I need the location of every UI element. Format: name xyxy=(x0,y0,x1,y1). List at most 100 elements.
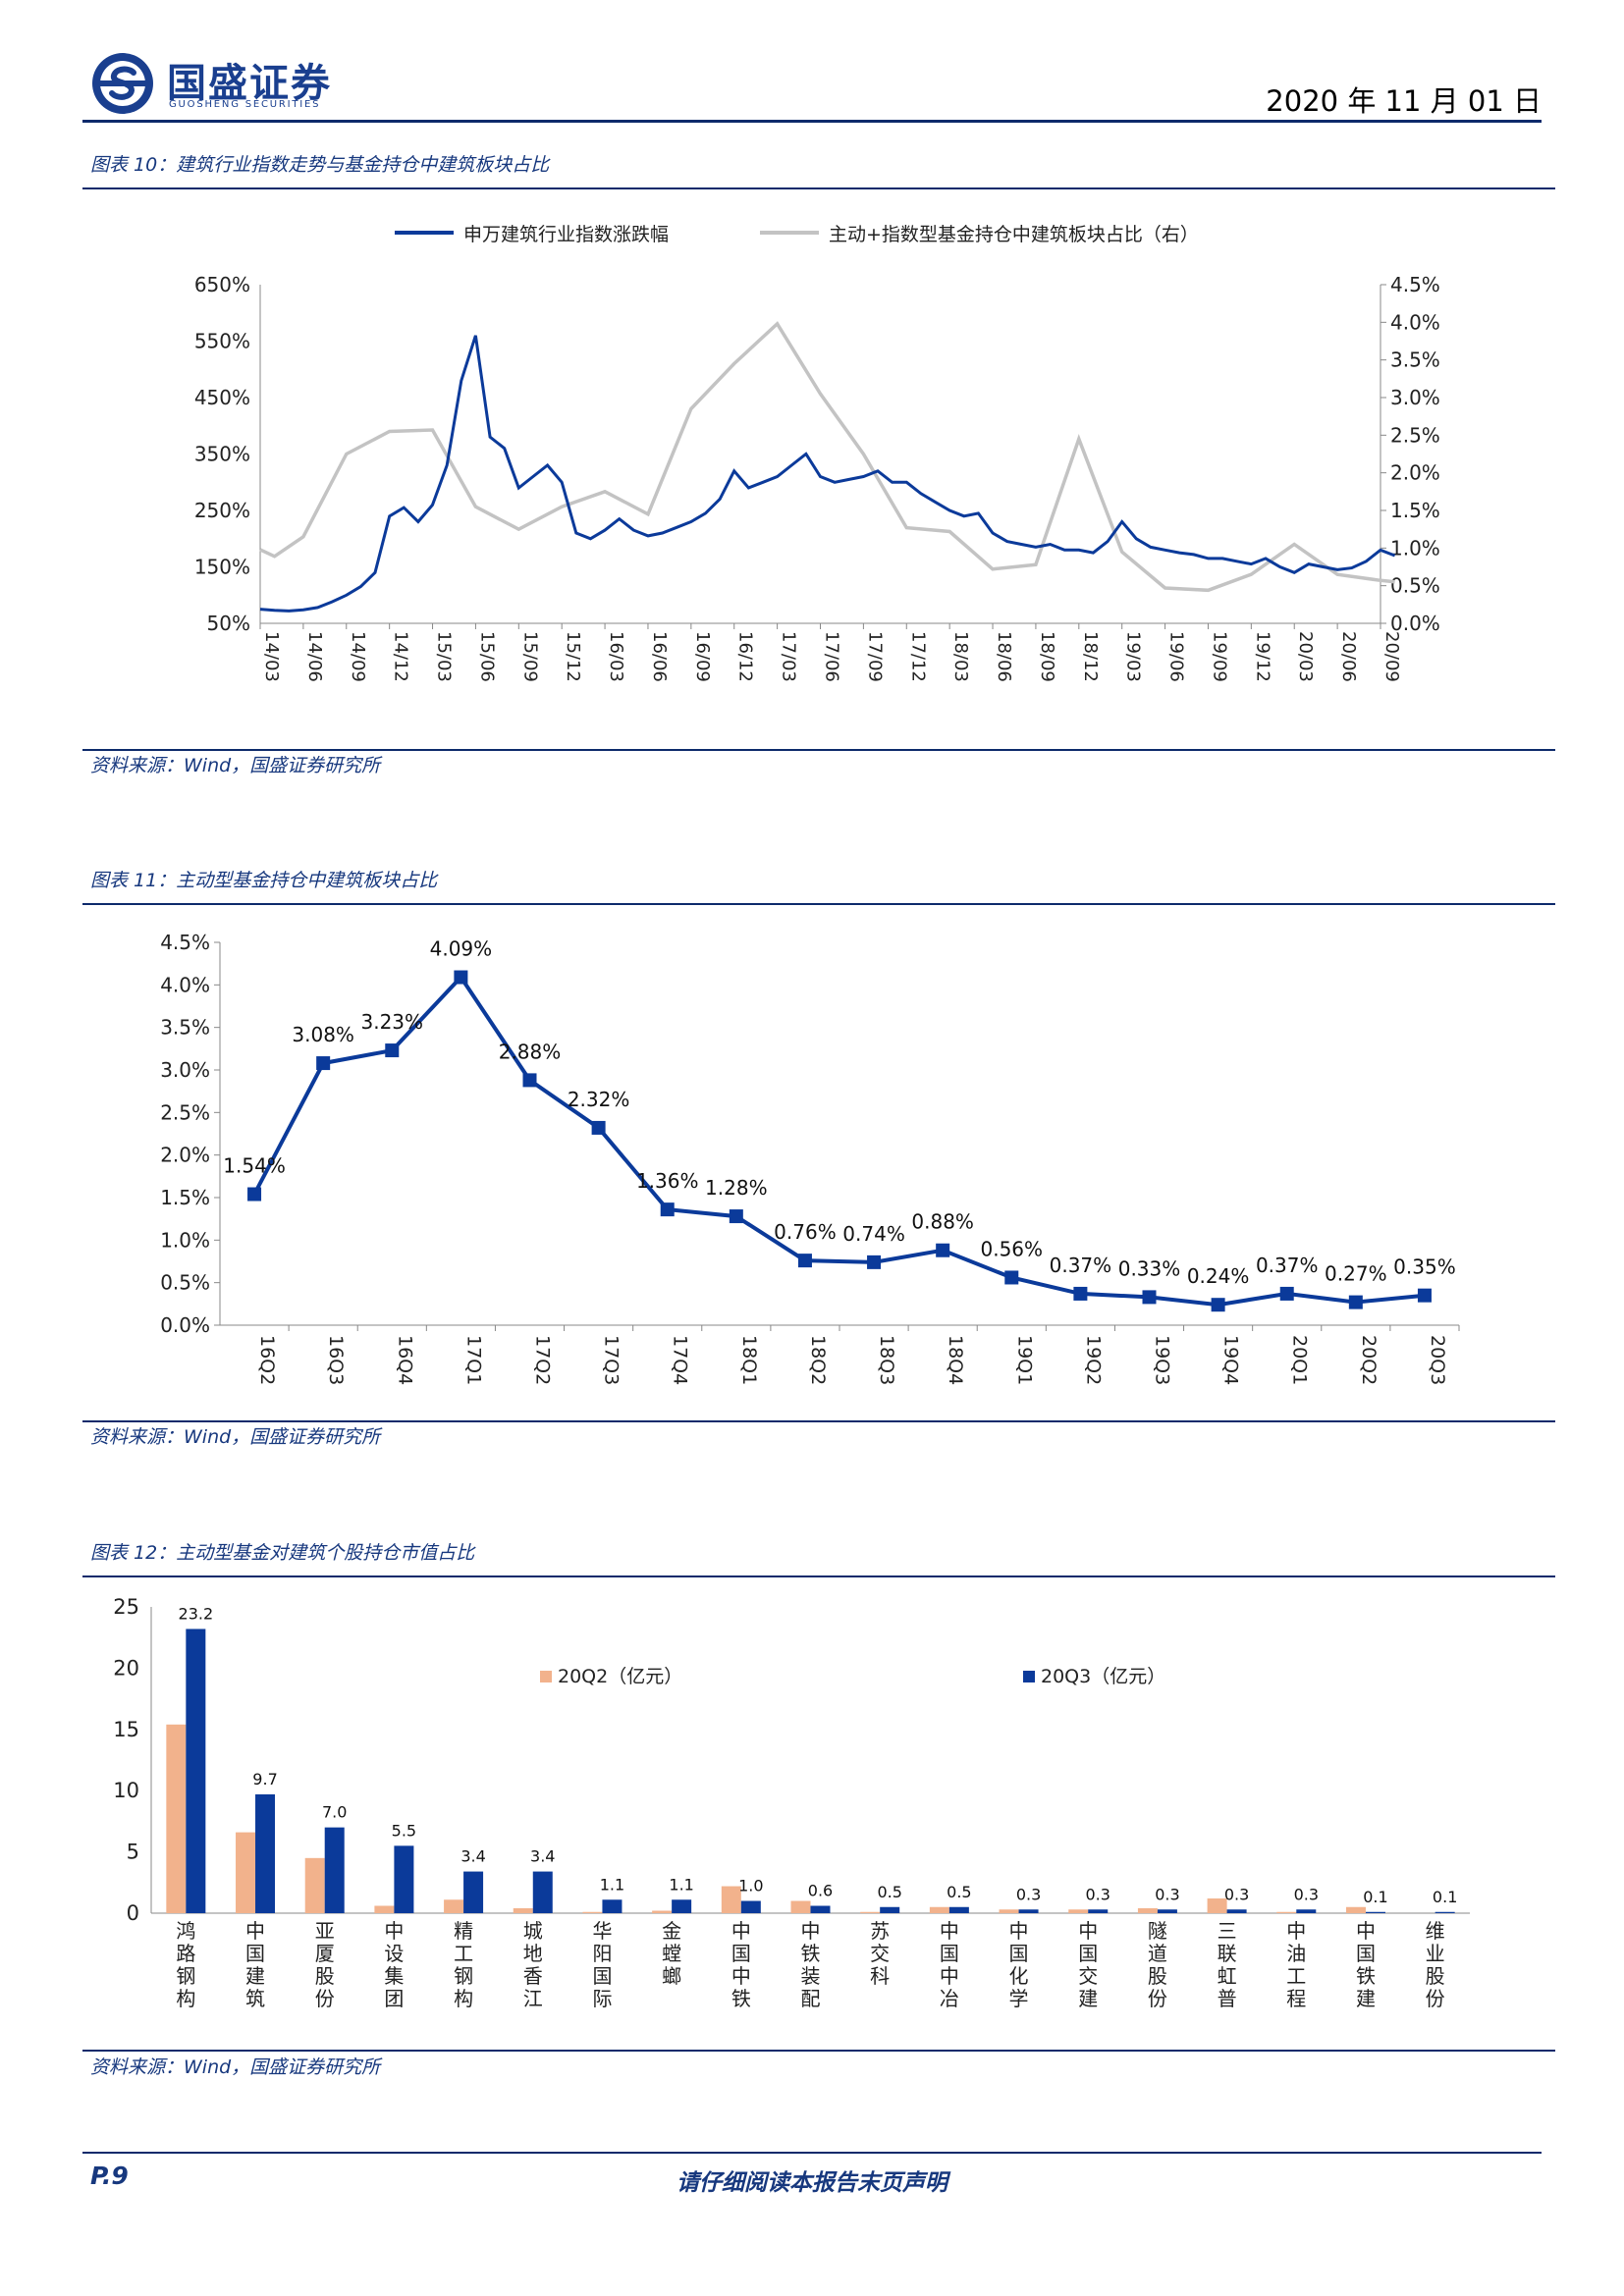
x-tick-label: 16Q4 xyxy=(394,1335,415,1385)
y-left-tick-label: 450% xyxy=(194,386,250,409)
bar-20q2 xyxy=(513,1908,533,1913)
bar-20q3 xyxy=(602,1899,623,1913)
x-tick-label: 17Q1 xyxy=(462,1335,484,1385)
data-label: 1.28% xyxy=(705,1176,768,1200)
data-point-marker xyxy=(867,1255,882,1269)
y-tick-label: 4.0% xyxy=(160,973,210,996)
x-tick-label: 17/09 xyxy=(864,631,885,682)
y-right-tick-label: 2.5% xyxy=(1390,423,1440,447)
data-label: 3.23% xyxy=(361,1010,424,1034)
bar-20q3 xyxy=(463,1871,484,1913)
legend-label-20q2: 20Q2（亿元） xyxy=(558,1666,682,1687)
y-tick-label: 3.5% xyxy=(160,1016,210,1040)
chart-stock-holdings: 0 5 10 15 20 25 20Q2（亿元） 20Q3（亿元） 23.2 鸿路钢构 9.7 中国建… xyxy=(113,1595,1470,2010)
bar-20q3 xyxy=(810,1905,831,1913)
y-right-tick-label: 3.0% xyxy=(1390,386,1440,409)
data-point-marker xyxy=(1142,1290,1157,1305)
data-label: 0.88% xyxy=(911,1210,974,1234)
bar-20q3 xyxy=(672,1899,692,1913)
bar-value-label: 0.6 xyxy=(808,1882,833,1900)
data-label: 0.27% xyxy=(1325,1262,1387,1286)
bar-value-label: 0.1 xyxy=(1363,1888,1387,1906)
x-tick-label: 16/03 xyxy=(606,631,626,682)
x-category-label: 中国铁建 xyxy=(1356,1919,1376,2010)
data-point-marker xyxy=(385,1043,400,1058)
bar-value-label: 3.4 xyxy=(460,1847,485,1866)
x-tick-label: 20/09 xyxy=(1381,631,1402,682)
chart-index-vs-fund-share: 申万建筑行业指数涨跌幅 主动+指数型基金持仓中建筑板块占比（右） 50% 150% 25… xyxy=(194,224,1440,682)
x-tick-label: 18/12 xyxy=(1080,631,1101,682)
data-point-marker xyxy=(936,1243,950,1257)
x-category-label: 中设集团 xyxy=(384,1919,404,2010)
bar-20q2 xyxy=(166,1724,187,1913)
bar-20q2 xyxy=(1137,1908,1158,1913)
data-point-marker xyxy=(247,1187,262,1201)
x-category-label: 中国中铁 xyxy=(731,1919,751,2010)
bar-value-label: 23.2 xyxy=(179,1604,214,1623)
y-right-tick-label: 1.5% xyxy=(1390,499,1440,522)
bar-20q2 xyxy=(929,1906,949,1913)
bar-value-label: 0.3 xyxy=(1086,1885,1110,1903)
y-right-tick-label: 3.5% xyxy=(1390,348,1440,372)
x-tick-label: 19Q2 xyxy=(1082,1335,1104,1385)
footer-rule xyxy=(82,2152,1542,2154)
bar-20q3 xyxy=(1226,1909,1247,1913)
x-tick-label: 16/09 xyxy=(692,631,713,682)
bar-20q3 xyxy=(532,1871,553,1913)
bar-value-label: 0.3 xyxy=(1016,1885,1041,1903)
x-tick-label: 16Q2 xyxy=(256,1335,278,1385)
x-category-label: 中国化学 xyxy=(1009,1919,1029,2010)
legend-swatch-20q2 xyxy=(540,1671,552,1682)
x-category-label: 中铁装配 xyxy=(801,1919,821,2010)
data-label: 3.08% xyxy=(292,1023,354,1046)
y-tick-label: 20 xyxy=(113,1656,139,1680)
header-rule xyxy=(82,120,1542,123)
data-label: 0.76% xyxy=(774,1220,837,1244)
y-right-tick-label: 4.0% xyxy=(1390,310,1440,334)
y-right-tick-label: 4.5% xyxy=(1390,273,1440,296)
x-category-label: 中国建筑 xyxy=(245,1919,265,2010)
x-tick-label: 19Q4 xyxy=(1220,1335,1242,1385)
x-category-label: 华阳国际 xyxy=(592,1919,612,2010)
bar-value-label: 7.0 xyxy=(322,1803,347,1822)
x-tick-label: 20Q3 xyxy=(1427,1335,1448,1385)
data-label: 1.54% xyxy=(223,1154,286,1178)
x-tick-label: 19Q1 xyxy=(1013,1335,1035,1385)
y-left-tick-label: 50% xyxy=(207,612,250,635)
data-point-marker xyxy=(591,1120,606,1135)
data-point-marker xyxy=(454,970,468,985)
data-point-marker xyxy=(522,1073,537,1088)
data-point-marker xyxy=(1004,1270,1019,1285)
bar-20q3 xyxy=(1296,1909,1317,1913)
data-label: 1.36% xyxy=(636,1169,699,1193)
y-left-tick-label: 350% xyxy=(194,443,250,466)
bar-value-label: 9.7 xyxy=(252,1770,277,1789)
x-tick-label: 19/09 xyxy=(1209,631,1229,682)
y-left-tick-label: 150% xyxy=(194,556,250,579)
y-tick-label: 1.5% xyxy=(160,1186,210,1209)
bar-20q2 xyxy=(721,1886,741,1913)
y-right-tick-label: 2.0% xyxy=(1390,461,1440,485)
legend-label-fund-share: 主动+指数型基金持仓中建筑板块占比（右） xyxy=(829,224,1199,245)
bar-20q3 xyxy=(740,1900,761,1913)
bar-value-label: 0.3 xyxy=(1155,1885,1179,1903)
report-date: 2020 年 11 月 01 日 xyxy=(1266,84,1542,118)
data-label: 0.74% xyxy=(842,1222,905,1246)
x-category-label: 中国中冶 xyxy=(940,1919,959,2010)
x-tick-label: 15/03 xyxy=(434,631,455,682)
y-right-tick-label: 1.0% xyxy=(1390,536,1440,560)
figure-12-title: 图表 12：主动型基金对建筑个股持仓市值占比 xyxy=(90,1542,475,1564)
y-tick-label: 3.0% xyxy=(160,1058,210,1082)
y-tick-label: 0 xyxy=(127,1901,139,1925)
y-left-tick-label: 650% xyxy=(194,273,250,296)
x-tick-label: 15/06 xyxy=(476,631,497,682)
share-line xyxy=(252,974,1426,1308)
legend-swatch-20q3 xyxy=(1023,1671,1035,1682)
figure-12-source: 资料来源：Wind，国盛证券研究所 xyxy=(90,2056,381,2078)
x-category-label: 维业股份 xyxy=(1426,1919,1445,2010)
bar-value-label: 0.5 xyxy=(877,1883,901,1901)
figure-10-top-rule xyxy=(82,187,1555,189)
figure-10-bottom-rule xyxy=(82,749,1555,751)
bar-20q2 xyxy=(790,1900,811,1913)
x-tick-label: 17Q2 xyxy=(532,1335,554,1385)
